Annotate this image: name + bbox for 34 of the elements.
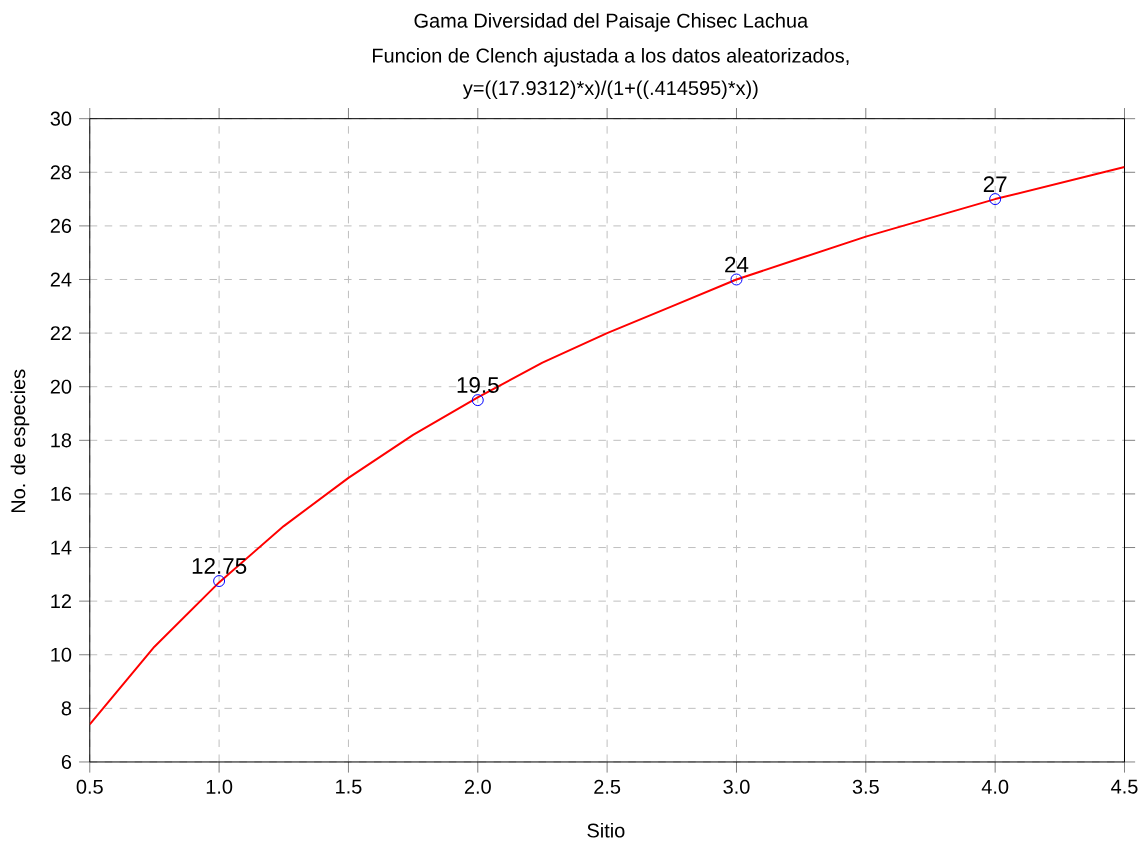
point	[730, 273, 743, 286]
chart-subtitle: Funcion de Clench ajustada a los datos aleatorizados,	[373, 47, 849, 67]
y-tick-label: 26	[50, 218, 72, 233]
y-tick-label: 10	[51, 647, 72, 662]
y-tick-label: 20	[50, 379, 72, 394]
data-label: 19.5	[457, 376, 499, 393]
x-tick-label: 0.5	[76, 779, 103, 794]
x-tick-label: 3.5	[852, 779, 879, 794]
data-label: 27	[983, 176, 1007, 192]
y-tick-label: 28	[50, 165, 72, 180]
x-tick-label: 4.5	[1111, 779, 1138, 794]
y-tick-label: 18	[51, 433, 72, 448]
x-axis-title: Sitio	[587, 822, 625, 838]
x-tick-label: 1.5	[336, 779, 362, 794]
y-tick-label: 6	[61, 754, 72, 769]
data-label: 24	[725, 256, 749, 273]
y-tick-label: 8	[61, 701, 72, 716]
x-tick-label: 4.0	[981, 779, 1009, 794]
y-tick-label: 24	[50, 272, 72, 287]
point	[989, 192, 1002, 205]
x-tick-label: 2.0	[464, 779, 491, 794]
x-tick-label: 1.0	[206, 779, 233, 794]
y-tick-label: 12	[51, 594, 71, 608]
y-tick-label: 16	[51, 486, 72, 501]
point	[471, 394, 484, 406]
x-tick-label: 3.0	[723, 779, 750, 794]
y-axis-title: No. de especies	[10, 369, 30, 512]
y-tick-label: 30	[50, 111, 72, 126]
y-tick-label: 22	[50, 326, 71, 340]
point	[213, 574, 226, 587]
y-tick-label: 14	[51, 540, 72, 555]
text: y=((17.9312)*x)/(1+((.414595)*x))	[462, 80, 758, 99]
x-tick-label: 2.5	[594, 779, 621, 794]
chart-title: Gama Diversidad del Paisaje Chisec Lachua	[414, 13, 809, 32]
